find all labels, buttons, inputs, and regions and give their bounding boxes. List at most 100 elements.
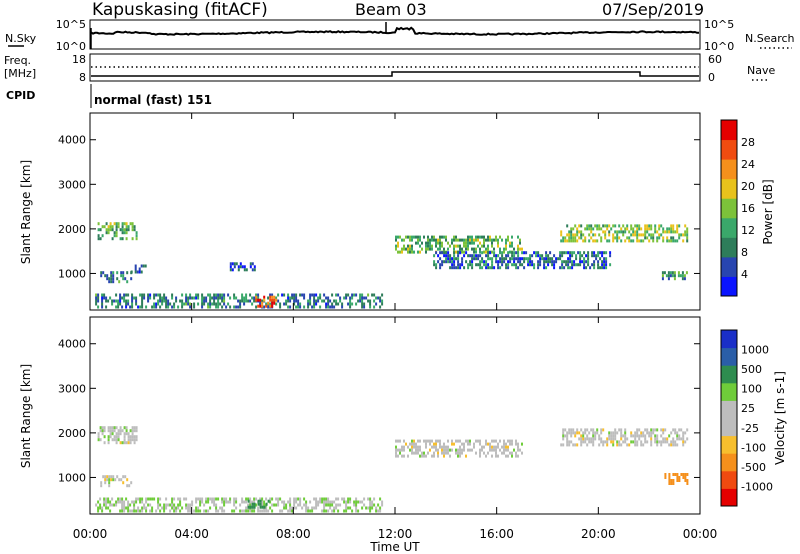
heatmap-cell-0-7-851 (511, 263, 514, 267)
heatmap-cell-1-2-263 (215, 497, 218, 501)
heatmap-cell-0-8-1097 (604, 233, 607, 237)
heatmap-cell-1-1-97 (122, 481, 125, 485)
heatmap-cell-0-4-279 (215, 296, 218, 300)
heatmap-cell-0-6-652 (479, 235, 481, 239)
heatmap-cell-0-4-263 (205, 299, 208, 303)
heatmap-cell-0-4-189 (149, 293, 152, 297)
heatmap-cell-1-4-677 (505, 448, 507, 452)
heatmap-cell-1-0-59 (129, 435, 132, 439)
heatmap-cell-1-2-149 (127, 509, 130, 513)
heatmap-cell-1-4-544 (417, 451, 419, 455)
heatmap-cell-1-2-194 (161, 506, 164, 510)
heatmap-cell-0-4-202 (159, 293, 162, 297)
heatmap-cell-0-8-1124 (622, 224, 625, 228)
heatmap-cell-1-5-877 (662, 437, 665, 441)
heatmap-cell-0-7-990 (591, 254, 594, 258)
heatmap-cell-0-8-1219 (676, 227, 679, 231)
noise-sky-trace (90, 26, 700, 36)
heatmap-cell-1-4-604 (455, 451, 457, 455)
heatmap-cell-1-4-557 (425, 454, 427, 458)
heatmap-cell-1-2-378 (297, 497, 300, 501)
heatmap-cell-0-4-260 (203, 299, 206, 303)
heatmap-cell-0-7-1004 (599, 251, 602, 255)
heatmap-cell-0-4-300 (227, 302, 230, 306)
heatmap-cell-0-7-1011 (601, 266, 604, 270)
heatmap-cell-1-2-129 (115, 503, 118, 507)
heatmap-cell-1-5-714 (566, 443, 569, 447)
heatmap-cell-0-4-283 (217, 296, 220, 300)
heatmap-cell-1-2-215 (177, 503, 180, 507)
heatmap-cell-1-2-389 (305, 509, 308, 513)
heatmap-cell-0-4-292 (221, 299, 224, 303)
heatmap-cell-0-0-9 (105, 222, 108, 226)
heatmap-cell-1-2-353 (279, 497, 282, 501)
heatmap-cell-0-6-528 (407, 244, 409, 248)
heatmap-cell-0-7-1009 (601, 260, 604, 264)
heatmap-cell-1-2-299 (245, 500, 248, 504)
heatmap-cell-0-7-770 (465, 260, 468, 264)
heatmap-cell-1-2-352 (277, 503, 280, 507)
heatmap-cell-1-2-221 (181, 506, 184, 510)
heatmap-cell-0-4-366 (287, 296, 290, 300)
heatmap-cell-0-4-346 (269, 293, 272, 297)
heatmap-cell-0-0-28 (115, 234, 118, 238)
heatmap-cell-1-2-280 (227, 500, 230, 504)
heatmap-cell-0-4-157 (123, 299, 126, 303)
heatmap-cell-1-2-187 (157, 497, 160, 501)
heatmap-cell-0-7-928 (555, 260, 558, 264)
heatmap-cell-0-8-1153 (638, 224, 641, 228)
heatmap-cell-1-4-685 (509, 451, 511, 455)
heatmap-cell-0-8-1066 (584, 236, 587, 240)
heatmap-cell-0-7-879 (527, 260, 530, 264)
heatmap-cell-0-6-688 (501, 238, 503, 242)
heatmap-cell-1-2-281 (229, 497, 232, 501)
heatmap-cell-0-8-1126 (622, 233, 625, 237)
heatmap-cell-1-5-757 (592, 428, 595, 432)
heatmap-cell-0-6-700 (511, 235, 513, 239)
heatmap-cell-1-5-875 (662, 428, 665, 432)
heatmap-cell-0-7-749 (453, 257, 456, 261)
heatmap-cell-0-7-1019 (605, 260, 608, 264)
heatmap-cell-1-2-213 (175, 509, 178, 513)
heatmap-cell-1-5-809 (622, 434, 625, 438)
heatmap-cell-1-0-73 (135, 429, 138, 433)
heatmap-cell-0-7-859 (515, 263, 518, 267)
heatmap-cell-0-7-1016 (603, 266, 606, 270)
heatmap-cell-0-7-947 (567, 260, 570, 264)
heatmap-cell-0-4-364 (285, 302, 288, 306)
heatmap-cell-0-7-730 (443, 260, 446, 264)
heatmap-cell-0-4-148 (117, 305, 120, 309)
heatmap-cell-1-0-4 (99, 429, 102, 433)
heatmap-cell-1-2-453 (353, 500, 356, 504)
heatmap-cell-1-5-781 (606, 443, 609, 447)
heatmap-cell-1-2-434 (337, 497, 340, 501)
heatmap-cell-0-8-1035 (568, 230, 571, 234)
heatmap-cell-0-5-508 (275, 298, 278, 302)
colorbar-segment-1-9 (721, 330, 737, 349)
heatmap-cell-0-4-171 (133, 296, 136, 300)
heatmap-cell-0-8-1068 (586, 224, 589, 228)
heatmap-cell-0-8-1172 (648, 227, 651, 231)
heatmap-cell-0-6-643 (473, 247, 475, 251)
heatmap-cell-0-7-863 (517, 257, 520, 261)
heatmap-cell-0-7-994 (593, 260, 596, 264)
heatmap-cell-0-6-698 (509, 244, 511, 248)
heatmap-cell-0-4-174 (135, 302, 138, 306)
heatmap-cell-0-4-456 (359, 293, 362, 297)
heatmap-cell-1-6-920 (668, 482, 671, 485)
heatmap-cell-1-2-438 (341, 497, 344, 501)
heatmap-cell-0-7-883 (529, 260, 532, 264)
heatmap-cell-0-8-1041 (570, 233, 573, 237)
heatmap-cell-0-4-167 (131, 296, 134, 300)
heatmap-cell-1-2-414 (325, 497, 328, 501)
heatmap-cell-0-4-246 (193, 296, 196, 300)
heatmap-cell-1-2-266 (215, 509, 218, 513)
heatmap-cell-0-1-70 (112, 271, 115, 275)
heatmap-cell-1-5-873 (660, 440, 663, 444)
heatmap-cell-1-2-410 (323, 500, 326, 504)
heatmap-cell-0-4-485 (381, 302, 384, 306)
heatmap-cell-0-7-975 (583, 251, 586, 255)
heatmap-cell-0-7-958 (571, 263, 574, 267)
